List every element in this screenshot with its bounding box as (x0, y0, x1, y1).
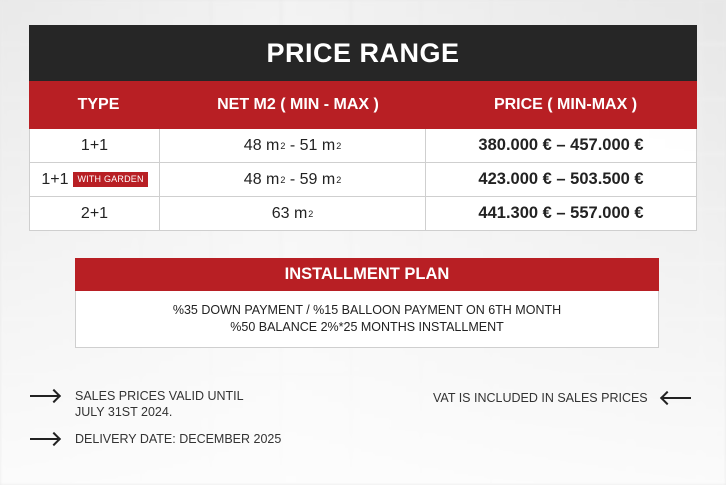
note-text: SALES PRICES VALID UNTIL JULY 31ST 2024. (75, 388, 244, 420)
note-line-1: SALES PRICES VALID UNTIL (75, 389, 244, 403)
net-value: 63 m (271, 204, 308, 222)
header-net-m2: NET M2 ( MIN - MAX ) (217, 96, 379, 113)
net-separator: - (285, 170, 300, 188)
note-line-2: JULY 31ST 2024. (75, 405, 173, 419)
unit-sup: 2 (308, 208, 314, 219)
cell-type: 1+1 (29, 129, 160, 162)
table-header: TYPE NET M2 ( MIN - MAX ) PRICE ( MIN-MA… (29, 81, 697, 129)
net-min: 48 m (243, 136, 280, 154)
garden-badge: WITH GARDEN (73, 172, 148, 187)
type-label: 2+1 (80, 204, 109, 222)
note-vat: VAT IS INCLUDED IN SALES PRICES (433, 390, 691, 406)
arrow-right-icon (30, 389, 60, 403)
arrow-left-icon (661, 391, 691, 405)
note-text: VAT IS INCLUDED IN SALES PRICES (433, 391, 648, 405)
page-title: PRICE RANGE (29, 25, 697, 81)
type-label: 1+1 (80, 136, 109, 154)
net-separator: - (285, 136, 300, 154)
installment-details: %35 DOWN PAYMENT / %15 BALLOON PAYMENT O… (75, 291, 659, 348)
net-max: 59 m (299, 170, 336, 188)
note-delivery: DELIVERY DATE: DECEMBER 2025 (30, 431, 281, 447)
installment-line-2: %50 BALANCE 2%*25 MONTHS INSTALLMENT (230, 320, 504, 334)
cell-type: 2+1 (29, 197, 160, 230)
cell-price: 423.000 € – 503.500 € (426, 163, 697, 196)
net-min: 48 m (243, 170, 280, 188)
price-table: PRICE RANGE TYPE NET M2 ( MIN - MAX ) PR… (29, 25, 697, 231)
unit-sup: 2 (336, 174, 342, 185)
unit-sup: 2 (280, 174, 286, 185)
installment-plan: INSTALLMENT PLAN %35 DOWN PAYMENT / %15 … (75, 258, 659, 348)
net-max: 51 m (299, 136, 336, 154)
cell-type: 1+1 WITH GARDEN (29, 163, 160, 196)
unit-sup: 2 (336, 140, 342, 151)
cell-price: 441.300 € – 557.000 € (426, 197, 697, 230)
note-sales-valid: SALES PRICES VALID UNTIL JULY 31ST 2024. (30, 388, 244, 420)
installment-title: INSTALLMENT PLAN (75, 258, 659, 291)
unit-sup: 2 (280, 140, 286, 151)
header-price: PRICE ( MIN-MAX ) (493, 96, 638, 113)
arrow-right-icon (30, 432, 60, 446)
header-type: TYPE (77, 96, 120, 113)
installment-line-1: %35 DOWN PAYMENT / %15 BALLOON PAYMENT O… (172, 303, 562, 317)
type-label: 1+1 (41, 170, 69, 188)
cell-price: 380.000 € – 457.000 € (426, 129, 697, 162)
note-text: DELIVERY DATE: DECEMBER 2025 (75, 432, 282, 446)
